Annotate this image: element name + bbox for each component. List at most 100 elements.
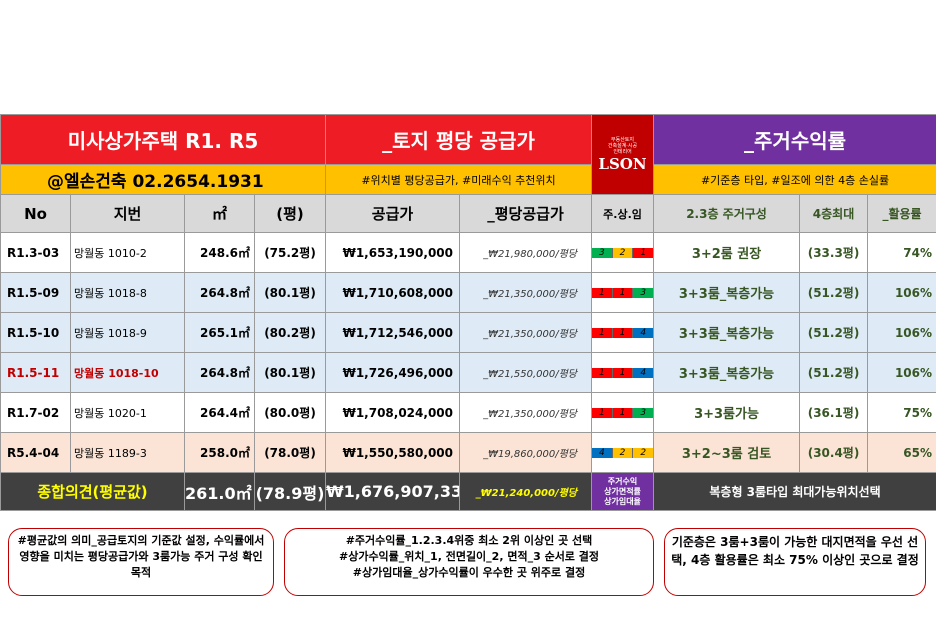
score-badge: 1 <box>592 287 613 298</box>
cell-max: (36.1평) <box>799 392 869 433</box>
cell-max: (51.2평) <box>799 272 869 313</box>
cell-no: R1.5-11 <box>0 352 71 393</box>
summary-row: 종합의견(평균값) 261.0㎡ (78.9평) ₩1,676,907,333 … <box>0 472 936 511</box>
score-badge: 1 <box>592 407 613 418</box>
cell-unit-price: _₩21,350,000/평당 <box>458 392 593 433</box>
cell-no: R1.7-02 <box>0 392 71 433</box>
cell-lot: 망월동 1018-8 <box>70 272 185 313</box>
score-legend-line: 상가면적률 <box>604 486 641 496</box>
cell-max: (51.2평) <box>799 312 869 353</box>
cell-area: 264.4㎡ <box>184 392 255 433</box>
cell-max: (30.4평) <box>799 432 869 473</box>
cell-pyeong: (80.1평) <box>254 272 326 313</box>
summary-plan: 복층형 3룸타입 최대가능위치선택 <box>653 472 936 511</box>
score-badge: 1 <box>612 327 634 338</box>
cell-area: 248.6㎡ <box>184 232 255 273</box>
cell-plan: 3+3룸가능 <box>653 392 801 433</box>
cell-price: ₩1,550,580,000 <box>325 432 460 473</box>
col-lot: 지번 <box>70 194 185 233</box>
col-plan: 2.3층 주거구성 <box>653 194 801 233</box>
cell-plan: 3+3룸_복층가능 <box>653 352 801 393</box>
cell-area: 265.1㎡ <box>184 312 255 353</box>
score-badge: 1 <box>612 407 634 418</box>
score-badge: 1 <box>592 327 613 338</box>
cell-plan: 3+2룸 권장 <box>653 232 801 273</box>
cell-plan: 3+3룸_복층가능 <box>653 312 801 353</box>
col-score: 주.상.임 <box>591 194 655 233</box>
summary-unit-price: _₩21,240,000/평당 <box>458 472 593 511</box>
table-row: R5.4-04 망월동 1189-3 258.0㎡ (78.0평) ₩1,550,580… <box>0 432 936 473</box>
score-badge: 4 <box>633 367 653 378</box>
title-left: 미사상가주택 R1. R5 <box>0 114 326 165</box>
score-badge: 3 <box>592 247 613 258</box>
cell-price: ₩1,653,190,000 <box>325 232 460 273</box>
cell-max: (33.3평) <box>799 232 869 273</box>
title-mid: _토지 평당 공급가 <box>324 114 593 165</box>
cell-price: ₩1,726,496,000 <box>325 352 460 393</box>
pricing-table: 미사상가주택 R1. R5 _토지 평당 공급가 부동산토지 건축설계·시공 인… <box>0 114 936 511</box>
cell-unit-price: _₩19,860,000/평당 <box>458 432 593 473</box>
company-contact: @엘손건축 02.2654.1931 <box>0 164 326 195</box>
cell-no: R5.4-04 <box>0 432 71 473</box>
summary-pyeong: (78.9평) <box>254 472 326 511</box>
cell-lot: 망월동 1010-2 <box>70 232 185 273</box>
cell-pyeong: (78.0평) <box>254 432 326 473</box>
score-badge: 3 <box>633 407 653 418</box>
score-badge: 2 <box>612 447 634 458</box>
cell-unit-price: _₩21,550,000/평당 <box>458 352 593 393</box>
company-logo: 부동산토지 건축설계·시공 인테리어 LSON <box>591 114 655 195</box>
notes-area: #평균값의 의미_공급토지의 기준값 설정, 수익률에서 영향을 미치는 평당공… <box>0 524 936 600</box>
cell-rate: 74% <box>867 232 936 273</box>
cell-no: R1.3-03 <box>0 232 71 273</box>
cell-lot: 망월동 1018-9 <box>70 312 185 353</box>
summary-area: 261.0㎡ <box>184 472 255 511</box>
summary-price: ₩1,676,907,333 <box>325 472 460 511</box>
col-area: ㎡ <box>184 194 255 233</box>
note-average: #평균값의 의미_공급토지의 기준값 설정, 수익률에서 영향을 미치는 평당공… <box>8 528 274 596</box>
col-price: 공급가 <box>325 194 460 233</box>
cell-rate: 106% <box>867 272 936 313</box>
score-badge: 2 <box>612 247 634 258</box>
cell-plan: 3+3룸_복층가능 <box>653 272 801 313</box>
cell-lot: 망월동 1189-3 <box>70 432 185 473</box>
cell-unit-price: _₩21,350,000/평당 <box>458 272 593 313</box>
table-body: R1.3-03 망월동 1010-2 248.6㎡ (75.2평) ₩1,653,190… <box>0 232 936 473</box>
cell-max: (51.2평) <box>799 352 869 393</box>
summary-label: 종합의견(평균값) <box>0 472 185 511</box>
col-no: No <box>0 194 71 233</box>
cell-price: ₩1,708,024,000 <box>325 392 460 433</box>
cell-lot: 망월동 1020-1 <box>70 392 185 433</box>
cell-plan: 3+2~3룸 검토 <box>653 432 801 473</box>
cell-price: ₩1,710,608,000 <box>325 272 460 313</box>
note-criteria: #주거수익률_1.2.3.4위중 최소 2위 이상인 곳 선택 #상가수익률_위… <box>284 528 654 596</box>
score-badge: 4 <box>633 327 653 338</box>
col-pyeong: (평) <box>254 194 326 233</box>
cell-unit-price: _₩21,350,000/평당 <box>458 312 593 353</box>
cell-pyeong: (80.1평) <box>254 352 326 393</box>
cell-no: R1.5-10 <box>0 312 71 353</box>
score-legend-line: 상가임대율 <box>604 496 641 506</box>
score-badge: 1 <box>592 367 613 378</box>
score-badge: 3 <box>633 287 653 298</box>
logo-line: 건축설계·시공 <box>607 142 638 149</box>
title-row: 미사상가주택 R1. R5 _토지 평당 공급가 부동산토지 건축설계·시공 인… <box>0 114 936 195</box>
cell-rate: 106% <box>867 352 936 393</box>
cell-area: 264.8㎡ <box>184 352 255 393</box>
cell-unit-price: _₩21,980,000/평당 <box>458 232 593 273</box>
cell-area: 258.0㎡ <box>184 432 255 473</box>
score-legend-line: 주거수익 <box>607 476 638 486</box>
table-row: R1.5-11 망월동 1018-10 264.8㎡ (80.1평) ₩1,726,49… <box>0 352 936 393</box>
table-row: R1.5-09 망월동 1018-8 264.8㎡ (80.1평) ₩1,710,608… <box>0 272 936 313</box>
logo-line: 부동산토지 <box>611 136 635 143</box>
score-badge: 1 <box>612 367 634 378</box>
cell-rate: 65% <box>867 432 936 473</box>
cell-rate: 106% <box>867 312 936 353</box>
column-header-row: No 지번 ㎡ (평) 공급가 _평당공급가 주.상.임 2.3층 주거구성 4… <box>0 194 936 233</box>
score-badge: 4 <box>592 447 613 458</box>
cell-lot: 망월동 1018-10 <box>70 352 185 393</box>
